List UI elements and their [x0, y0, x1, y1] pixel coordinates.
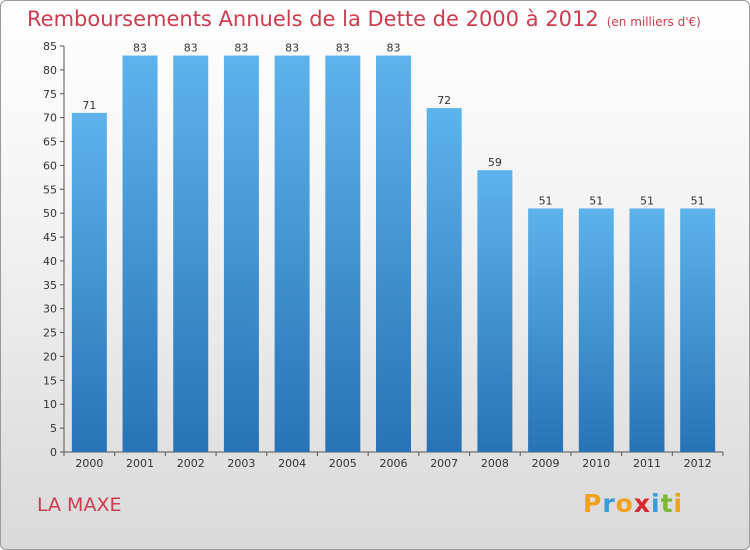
- y-tick-label: 85: [43, 40, 57, 53]
- y-tick-label: 50: [43, 207, 57, 220]
- bar: [173, 55, 209, 452]
- bar-value-label: 51: [539, 194, 553, 207]
- x-tick-label: 2009: [532, 457, 560, 470]
- chart-subtitle: (en milliers d'€): [606, 15, 701, 29]
- y-tick-label: 75: [43, 88, 57, 101]
- y-tick-label: 60: [43, 159, 57, 172]
- bar-value-label: 51: [691, 194, 705, 207]
- bar: [629, 208, 665, 452]
- logo-letter: i: [673, 489, 684, 518]
- bar-value-label: 51: [640, 194, 654, 207]
- x-tick-label: 2001: [126, 457, 154, 470]
- x-tick-label: 2003: [227, 457, 255, 470]
- x-tick-label: 2000: [75, 457, 103, 470]
- y-tick-label: 5: [50, 422, 57, 435]
- bar-value-label: 83: [285, 42, 299, 55]
- y-tick-label: 35: [43, 279, 57, 292]
- proxiti-logo: Proxiti: [583, 489, 683, 518]
- logo-letter: t: [660, 489, 674, 518]
- bar: [122, 55, 158, 452]
- bar-value-label: 59: [488, 156, 502, 169]
- x-tick-label: 2005: [329, 457, 357, 470]
- y-tick-label: 45: [43, 231, 57, 244]
- y-tick-label: 65: [43, 136, 57, 149]
- bar: [426, 108, 462, 452]
- x-tick-label: 2010: [582, 457, 610, 470]
- bar: [71, 112, 107, 452]
- x-tick-label: 2004: [278, 457, 306, 470]
- bar: [376, 55, 411, 452]
- bar-value-label: 83: [387, 42, 401, 55]
- bar-value-label: 83: [234, 42, 248, 55]
- y-tick-label: 80: [43, 64, 57, 77]
- x-tick-label: 2008: [481, 457, 509, 470]
- x-tick-label: 2006: [380, 457, 408, 470]
- bar: [680, 208, 716, 452]
- logo-letter: x: [633, 489, 651, 518]
- y-tick-label: 55: [43, 183, 57, 196]
- bar: [528, 208, 564, 452]
- y-tick-label: 40: [43, 255, 57, 268]
- logo-letter: o: [615, 489, 634, 518]
- bar-value-label: 83: [336, 42, 350, 55]
- bar: [578, 208, 614, 452]
- y-tick-label: 30: [43, 303, 57, 316]
- logo-letter: r: [602, 489, 616, 518]
- x-ticks: 2000 2001 2002 2003 2004 2005 2006 2007 2008 2009…: [63, 452, 724, 470]
- chart-title: Remboursements Annuels de la Dette de 20…: [27, 7, 701, 31]
- x-tick-label: 2011: [633, 457, 661, 470]
- bar-value-label: 83: [133, 42, 147, 55]
- bar: [477, 170, 513, 452]
- y-ticks: 0 5 10 15 20 25 30 35 40 45 50 55 60 65 70 75 80 85: [43, 40, 64, 459]
- y-tick-label: 70: [43, 112, 57, 125]
- y-tick-label: 20: [43, 350, 57, 363]
- bar-value-label: 71: [82, 99, 96, 112]
- chart-title-text: Remboursements Annuels de la Dette de 20…: [27, 7, 599, 31]
- logo-letter: i: [651, 489, 661, 518]
- bars: 71 83 83 83 83 83 83 72 59 51 51 51 51: [71, 42, 716, 452]
- bar: [325, 55, 361, 452]
- x-tick-label: 2002: [177, 457, 205, 470]
- x-tick-label: 2007: [430, 457, 458, 470]
- bar: [223, 55, 259, 452]
- location-label: LA MAXE: [37, 494, 122, 516]
- bar-value-label: 83: [184, 42, 198, 55]
- bar-value-label: 51: [589, 194, 603, 207]
- y-tick-label: 15: [43, 374, 57, 387]
- y-tick-label: 25: [43, 327, 57, 340]
- x-tick-label: 2012: [684, 457, 712, 470]
- y-tick-label: 0: [50, 446, 57, 459]
- bar: [274, 55, 310, 452]
- logo-letter: P: [583, 489, 603, 518]
- bar-value-label: 72: [437, 94, 451, 107]
- y-tick-label: 10: [43, 398, 57, 411]
